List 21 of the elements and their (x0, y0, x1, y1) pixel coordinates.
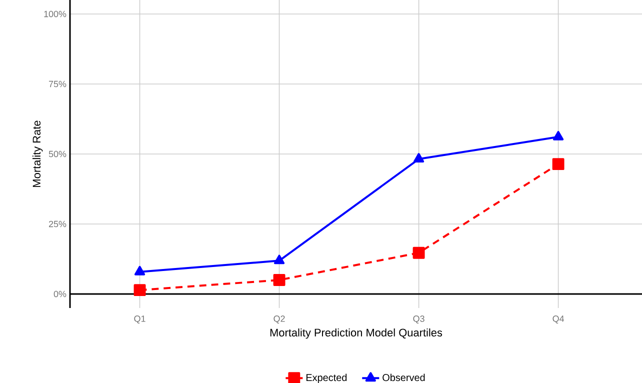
x-axis-title: Mortality Prediction Model Quartiles (270, 328, 442, 339)
point (552, 158, 564, 170)
point (273, 274, 286, 286)
y-tick-label: 100% (44, 10, 66, 18)
point (134, 266, 146, 276)
point (274, 254, 285, 264)
point (412, 246, 425, 259)
y-tick-label: 25% (48, 220, 66, 228)
x-tick-label: Q4 (552, 316, 564, 324)
x-tick-label: Q2 (274, 316, 285, 324)
y-tick-label: 50% (48, 150, 66, 158)
x-tick-label: Q3 (413, 316, 424, 324)
point (413, 153, 424, 163)
point (134, 284, 146, 296)
point (552, 130, 564, 140)
y-axis-title: Mortality Rate (32, 120, 43, 187)
y-tick-label: 75% (48, 80, 66, 88)
y-tick-label: 0% (54, 290, 66, 298)
x-tick-label: Q1 (134, 316, 146, 324)
legend-label: Observed (382, 374, 425, 382)
legend-label: Expected (306, 374, 347, 383)
